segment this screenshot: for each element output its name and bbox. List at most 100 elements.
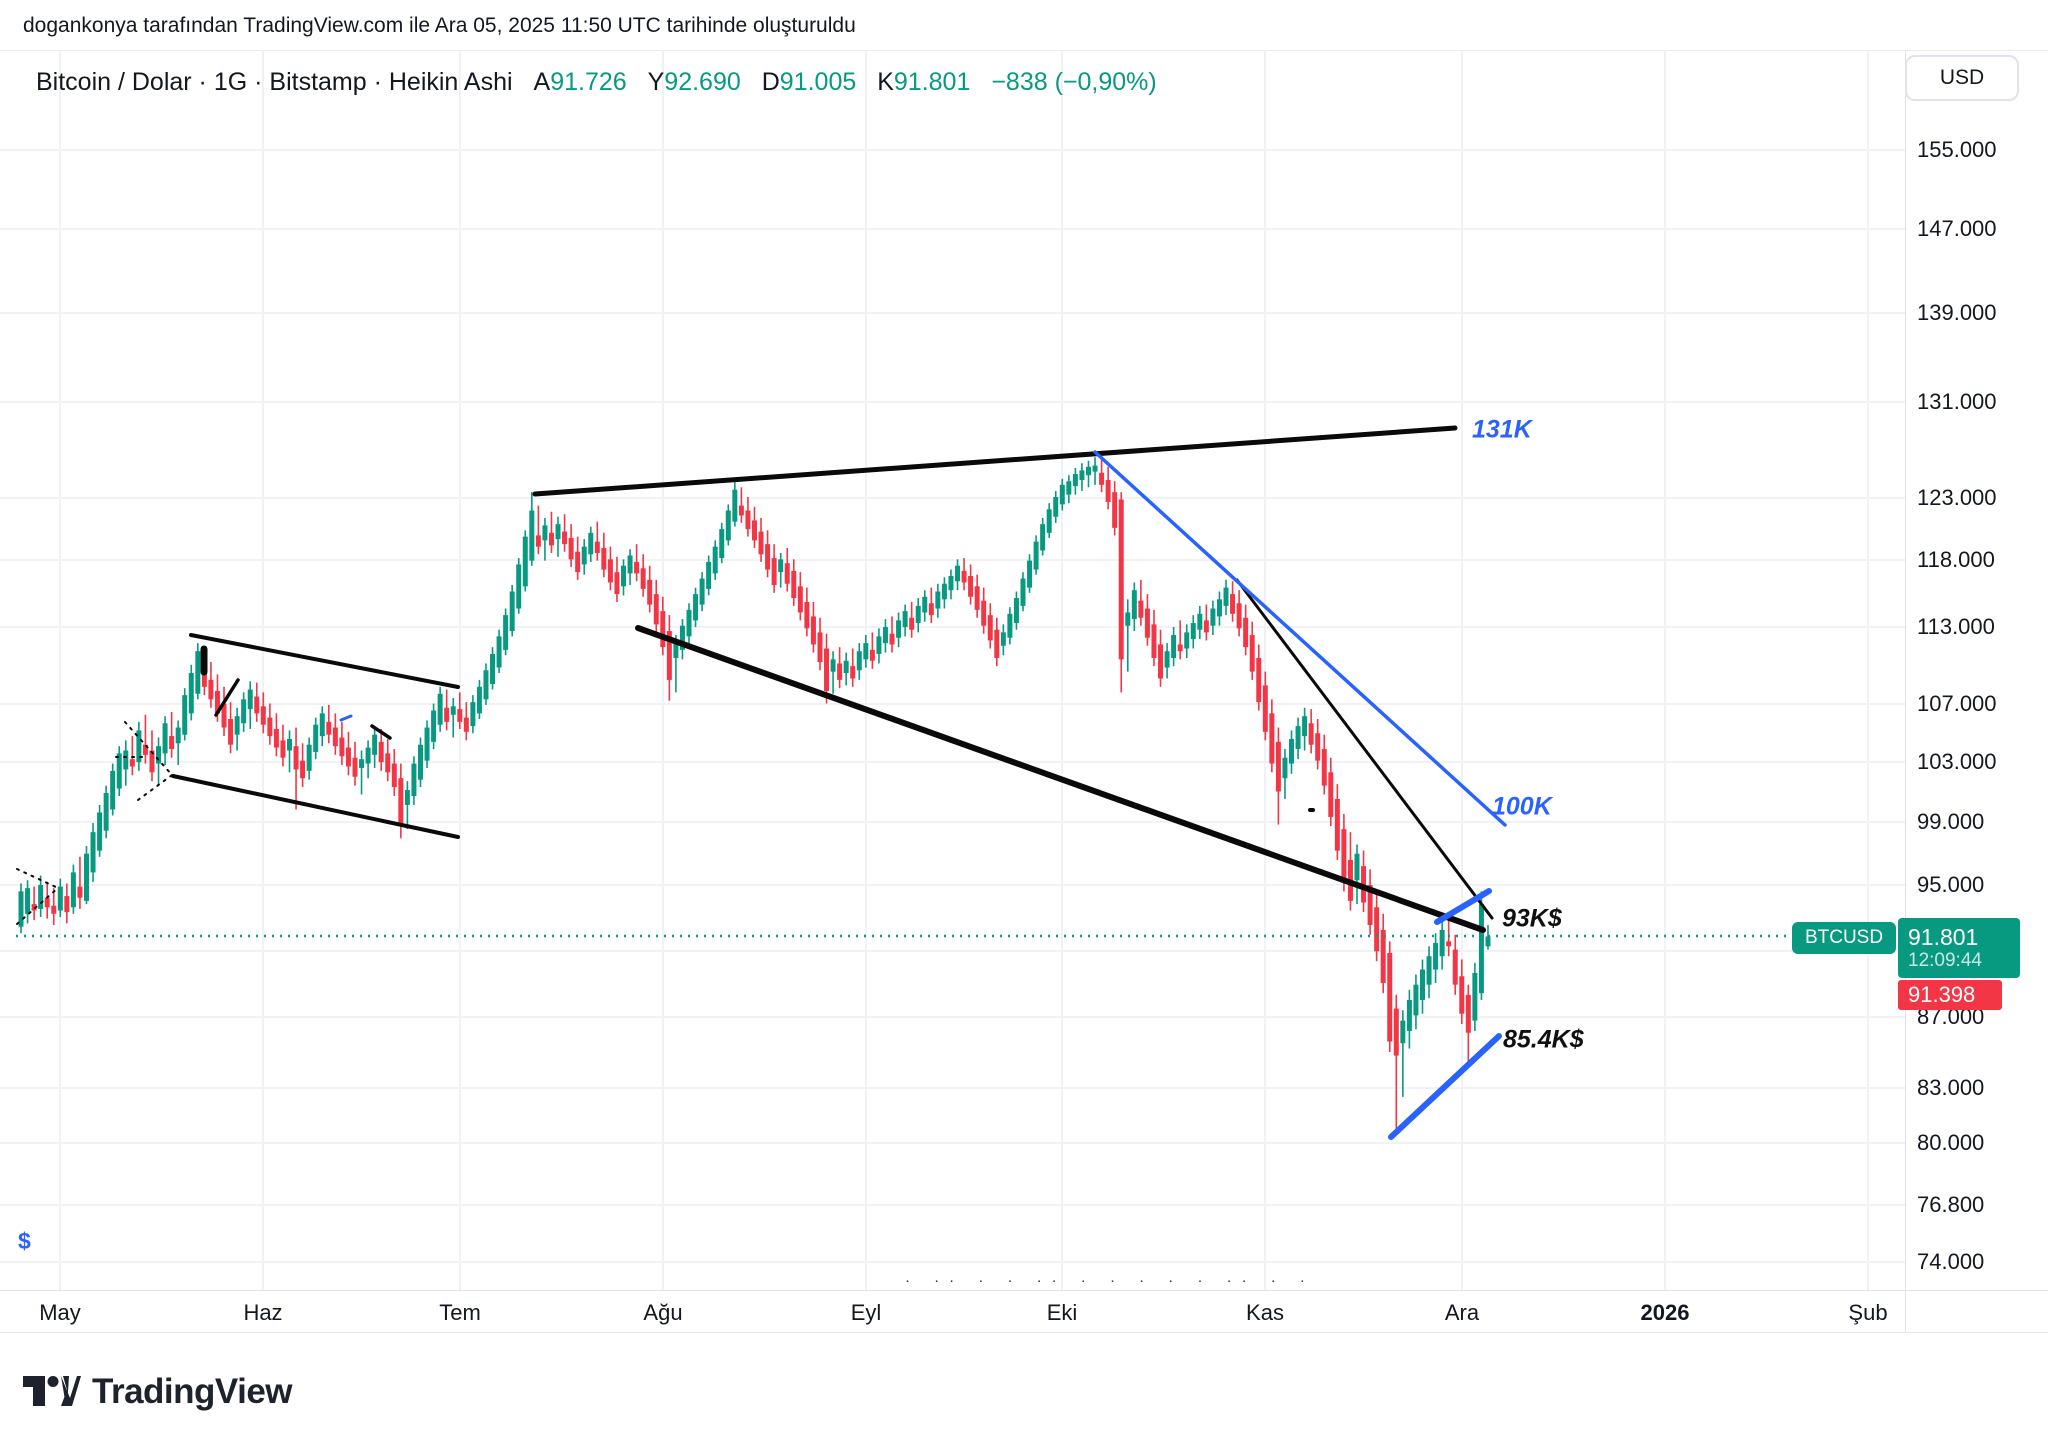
tradingview-logo[interactable]: TradingView — [23, 1372, 293, 1412]
candle-body — [1485, 936, 1491, 947]
blue-support-854k — [1388, 1033, 1502, 1140]
candle-body — [876, 636, 882, 654]
candle-body — [1210, 608, 1216, 626]
candle-body — [345, 747, 351, 767]
candle-body — [1000, 632, 1006, 646]
candle-body — [1105, 480, 1111, 502]
candle-body — [332, 727, 338, 747]
candle-body — [889, 633, 895, 645]
candle-body — [1328, 772, 1334, 817]
chart-legend[interactable]: Bitcoin / Dolar · 1G · Bitstamp · Heikin… — [36, 68, 1157, 97]
candle-body — [1426, 956, 1432, 985]
candle-body — [326, 721, 332, 735]
candle-body — [77, 886, 83, 898]
time-axis-border — [0, 1290, 2048, 1291]
time-axis-label: 2026 — [1640, 1300, 1690, 1325]
price-axis-label: 123.000 — [1917, 485, 1997, 510]
time-axis-label: Şub — [1848, 1300, 1888, 1325]
candle-body — [365, 747, 371, 764]
candle-body — [666, 631, 672, 680]
candle-body — [424, 727, 430, 761]
candle-body — [437, 693, 443, 725]
last-price-value: 91.801 — [1908, 923, 1979, 950]
candle-body — [1341, 829, 1347, 882]
tradingview-logo-icon — [23, 1376, 81, 1406]
candle-body — [1406, 999, 1412, 1032]
candle-body — [1465, 994, 1471, 1033]
candle-body — [863, 643, 869, 660]
time-axis-label: Eki — [1046, 1300, 1078, 1325]
currency-toggle-button[interactable]: USD — [1905, 55, 2019, 101]
resistance-line-131k — [532, 425, 1458, 497]
candle-body — [1118, 499, 1124, 660]
candle-body — [300, 760, 306, 779]
price-axis-label: 155.000 — [1917, 137, 1997, 162]
candle-body — [850, 666, 856, 679]
candle-body — [450, 706, 456, 715]
candle-body — [260, 706, 266, 725]
candle-body — [116, 753, 122, 789]
candle-body — [188, 673, 194, 714]
candle-body — [928, 603, 934, 616]
candle-body — [1334, 798, 1340, 851]
candle-body — [169, 736, 175, 750]
candle-body — [1419, 969, 1425, 1000]
pennant1-bottom — [16, 887, 59, 925]
candle-body — [457, 709, 463, 722]
candle-body — [1144, 608, 1150, 638]
candle-body — [1446, 941, 1452, 947]
candle-body — [385, 753, 391, 773]
candle-body — [1085, 466, 1091, 476]
candle-body — [509, 591, 515, 632]
pennant2-bottom — [137, 774, 173, 801]
candle-body — [490, 653, 496, 685]
candle-body — [359, 759, 365, 768]
candle-body — [791, 570, 797, 599]
price-axis-label: 76.800 — [1917, 1192, 1985, 1217]
candle-body — [686, 609, 692, 637]
candle-body — [771, 558, 777, 586]
last-price-flag: 91.801 12:09:44 — [1898, 918, 2020, 978]
candle-body — [1125, 612, 1131, 626]
candle-body — [293, 746, 299, 770]
secondary-price-flag: 91.398 — [1898, 980, 2002, 1010]
candle-body — [581, 546, 587, 565]
candle-body — [935, 591, 941, 609]
candle-body — [1459, 976, 1465, 1014]
candle-body — [1164, 651, 1170, 668]
time-axis-label: Ağu — [643, 1300, 683, 1325]
bar-countdown: 12:09:44 — [1908, 950, 1982, 972]
candle-body — [1249, 635, 1255, 672]
candle-body — [234, 716, 240, 735]
candle-body — [228, 719, 234, 745]
candle-body — [1158, 644, 1164, 679]
candle-body — [1243, 617, 1249, 648]
candle-body — [1433, 943, 1439, 970]
candle-body — [765, 544, 771, 570]
price-target-annotation: 85.4K$ — [1503, 1025, 1584, 1054]
candle-body — [732, 489, 738, 522]
time-axis-label: Kas — [1246, 1300, 1284, 1325]
candle-body — [254, 696, 260, 714]
price-axis-border[interactable] — [1905, 50, 1906, 1332]
candle-body — [110, 770, 116, 810]
candle-body — [588, 532, 594, 555]
candle-body — [882, 627, 888, 644]
candle-body — [247, 689, 253, 710]
candle-body — [1033, 541, 1039, 570]
candle-body — [1020, 578, 1026, 606]
candle-body — [1171, 635, 1177, 658]
candle-body — [719, 529, 725, 559]
candle-body — [83, 853, 89, 901]
blue-breakout-mini — [1434, 888, 1492, 925]
candle-body — [1452, 949, 1458, 985]
symbol-description: Bitcoin / Dolar · 1G · Bitstamp · Heikin… — [36, 68, 513, 96]
candle-body — [601, 547, 607, 570]
candle-body — [470, 702, 476, 727]
candle-body — [961, 570, 967, 583]
candle-body — [404, 790, 410, 805]
candle-body — [411, 763, 417, 796]
candle-body — [1151, 624, 1157, 658]
candle-body — [1387, 952, 1393, 1042]
